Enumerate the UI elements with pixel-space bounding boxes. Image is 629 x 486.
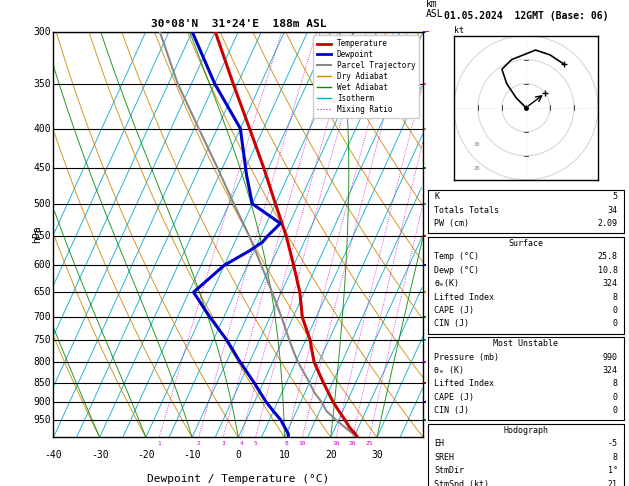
Text: 10.8: 10.8 bbox=[598, 266, 618, 275]
Text: 10: 10 bbox=[299, 441, 306, 446]
Text: 300: 300 bbox=[33, 27, 51, 36]
Text: 5: 5 bbox=[425, 225, 431, 235]
Text: 550: 550 bbox=[33, 231, 51, 241]
Text: Temp (°C): Temp (°C) bbox=[434, 252, 479, 261]
Text: 400: 400 bbox=[33, 123, 51, 134]
Text: CAPE (J): CAPE (J) bbox=[434, 306, 474, 315]
Text: 2.09: 2.09 bbox=[598, 219, 618, 228]
Text: -5: -5 bbox=[608, 439, 618, 449]
Text: 0: 0 bbox=[235, 450, 242, 460]
Text: hPa: hPa bbox=[32, 226, 42, 243]
Text: CIN (J): CIN (J) bbox=[434, 406, 469, 415]
Text: Totals Totals: Totals Totals bbox=[434, 206, 499, 215]
Text: 5: 5 bbox=[613, 192, 618, 201]
Legend: Temperature, Dewpoint, Parcel Trajectory, Dry Adiabat, Wet Adiabat, Isotherm, Mi: Temperature, Dewpoint, Parcel Trajectory… bbox=[313, 35, 420, 118]
Text: PW (cm): PW (cm) bbox=[434, 219, 469, 228]
Text: Lifted Index: Lifted Index bbox=[434, 380, 494, 388]
Text: 25.8: 25.8 bbox=[598, 252, 618, 261]
Text: 6: 6 bbox=[425, 179, 431, 190]
Text: 1: 1 bbox=[157, 441, 161, 446]
Text: 500: 500 bbox=[33, 199, 51, 209]
Text: 600: 600 bbox=[33, 260, 51, 270]
Text: 8: 8 bbox=[613, 380, 618, 388]
Text: Dewpoint / Temperature (°C): Dewpoint / Temperature (°C) bbox=[147, 474, 330, 484]
Text: 3: 3 bbox=[425, 312, 431, 323]
Text: -10: -10 bbox=[183, 450, 201, 460]
Text: 990: 990 bbox=[603, 352, 618, 362]
Text: Mixing Ratio (g/kg): Mixing Ratio (g/kg) bbox=[455, 183, 465, 286]
Title: 30°08'N  31°24'E  188m ASL: 30°08'N 31°24'E 188m ASL bbox=[150, 19, 326, 30]
Text: θₑ(K): θₑ(K) bbox=[434, 279, 459, 288]
Text: 25: 25 bbox=[365, 441, 373, 446]
Text: 650: 650 bbox=[33, 287, 51, 297]
Text: -20: -20 bbox=[137, 450, 155, 460]
Text: 450: 450 bbox=[33, 163, 51, 173]
Text: 8: 8 bbox=[285, 441, 289, 446]
Text: 0: 0 bbox=[613, 406, 618, 415]
Text: K: K bbox=[434, 192, 439, 201]
Text: 0: 0 bbox=[613, 393, 618, 402]
Text: 34: 34 bbox=[608, 206, 618, 215]
Text: Lifted Index: Lifted Index bbox=[434, 293, 494, 301]
Text: 20: 20 bbox=[349, 441, 356, 446]
Text: -30: -30 bbox=[91, 450, 108, 460]
Text: CAPE (J): CAPE (J) bbox=[434, 393, 474, 402]
Text: 750: 750 bbox=[33, 335, 51, 346]
Text: 4: 4 bbox=[425, 272, 431, 282]
Text: 3: 3 bbox=[221, 441, 225, 446]
Text: EH: EH bbox=[434, 439, 444, 449]
Text: LCL: LCL bbox=[425, 360, 440, 369]
Text: 8: 8 bbox=[613, 453, 618, 462]
Text: 2: 2 bbox=[425, 355, 431, 365]
Text: 0: 0 bbox=[613, 306, 618, 315]
Text: 20: 20 bbox=[325, 450, 337, 460]
Text: StmDir: StmDir bbox=[434, 466, 464, 475]
Text: km
ASL: km ASL bbox=[425, 0, 443, 19]
Text: StmSpd (kt): StmSpd (kt) bbox=[434, 480, 489, 486]
Text: 16: 16 bbox=[332, 441, 340, 446]
Text: Dewp (°C): Dewp (°C) bbox=[434, 266, 479, 275]
Text: 950: 950 bbox=[33, 415, 51, 425]
Text: 850: 850 bbox=[33, 378, 51, 388]
Text: 1°: 1° bbox=[608, 466, 618, 475]
Text: θₑ (K): θₑ (K) bbox=[434, 366, 464, 375]
Text: 700: 700 bbox=[33, 312, 51, 322]
Text: Surface: Surface bbox=[508, 239, 543, 248]
Text: 900: 900 bbox=[33, 397, 51, 407]
Text: 01.05.2024  12GMT (Base: 06): 01.05.2024 12GMT (Base: 06) bbox=[443, 12, 608, 21]
Text: 10: 10 bbox=[279, 450, 291, 460]
Text: 7: 7 bbox=[425, 132, 431, 142]
Text: 0: 0 bbox=[613, 319, 618, 329]
Text: 8: 8 bbox=[425, 85, 431, 95]
Text: 1: 1 bbox=[425, 397, 431, 407]
Text: 2: 2 bbox=[197, 441, 201, 446]
Text: Hodograph: Hodograph bbox=[503, 426, 548, 435]
Text: 4: 4 bbox=[239, 441, 243, 446]
Text: 800: 800 bbox=[33, 357, 51, 367]
Text: -40: -40 bbox=[45, 450, 62, 460]
Text: 324: 324 bbox=[603, 279, 618, 288]
Text: SREH: SREH bbox=[434, 453, 454, 462]
Text: 350: 350 bbox=[33, 79, 51, 88]
Text: Most Unstable: Most Unstable bbox=[493, 339, 559, 348]
Text: CIN (J): CIN (J) bbox=[434, 319, 469, 329]
Text: 5: 5 bbox=[253, 441, 257, 446]
Text: 30: 30 bbox=[371, 450, 383, 460]
Text: 324: 324 bbox=[603, 366, 618, 375]
Text: 8: 8 bbox=[613, 293, 618, 301]
Text: Pressure (mb): Pressure (mb) bbox=[434, 352, 499, 362]
Text: 21: 21 bbox=[608, 480, 618, 486]
